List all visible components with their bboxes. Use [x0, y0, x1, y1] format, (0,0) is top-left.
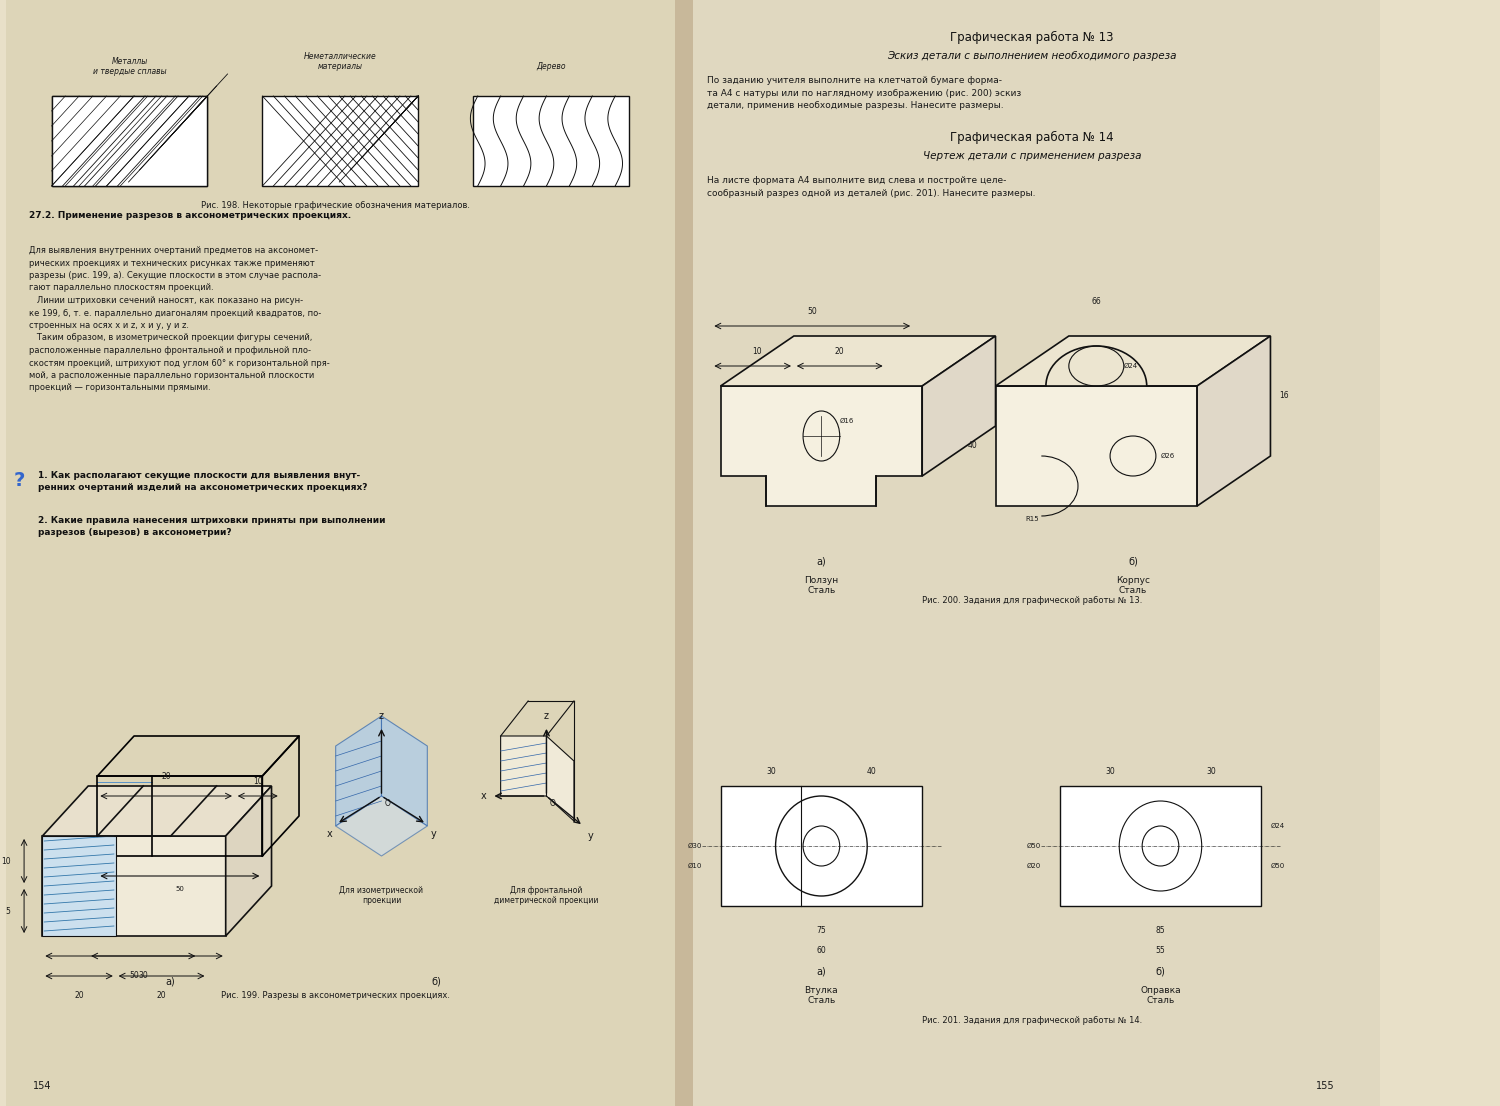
Text: Рис. 199. Разрезы в аксонометрических проекциях.: Рис. 199. Разрезы в аксонометрических пр… [220, 991, 450, 1000]
Text: 66: 66 [1092, 298, 1101, 306]
Text: Ø24: Ø24 [1124, 363, 1138, 369]
Text: Рис. 198. Некоторые графические обозначения материалов.: Рис. 198. Некоторые графические обозначе… [201, 201, 470, 210]
Text: Ø50: Ø50 [1270, 863, 1284, 869]
Text: 30: 30 [1106, 766, 1114, 776]
Text: Оправка
Сталь: Оправка Сталь [1140, 987, 1180, 1005]
Polygon shape [42, 786, 272, 836]
Text: Ø20: Ø20 [1028, 863, 1041, 869]
Text: 30: 30 [766, 766, 776, 776]
Text: O: O [384, 799, 390, 808]
Text: б): б) [432, 975, 441, 987]
Text: y: y [588, 831, 594, 841]
Text: Ø10: Ø10 [688, 863, 702, 869]
Text: 55: 55 [1155, 946, 1166, 954]
Polygon shape [225, 786, 272, 936]
Polygon shape [1197, 336, 1270, 507]
Text: O: O [549, 799, 555, 808]
Text: 27.2. Применение разрезов в аксонометрических проекциях.: 27.2. Применение разрезов в аксонометрич… [28, 211, 351, 220]
Text: 16: 16 [1280, 392, 1288, 400]
Text: Рис. 200. Задания для графической работы № 13.: Рис. 200. Задания для графической работы… [922, 596, 1143, 605]
Bar [6, 0, 684, 1106]
Text: На листе формата А4 выполните вид слева и постройте целе-
сообразный разрез одно: На листе формата А4 выполните вид слева … [706, 176, 1035, 198]
Polygon shape [42, 836, 116, 936]
Text: 50: 50 [129, 971, 140, 980]
Text: 10: 10 [254, 778, 262, 786]
Bar [675, 0, 693, 1106]
Polygon shape [42, 836, 225, 936]
Text: а): а) [166, 975, 176, 987]
Text: 50: 50 [176, 886, 184, 893]
Bar [720, 786, 922, 906]
Text: 10: 10 [0, 856, 10, 866]
Text: 20: 20 [162, 772, 171, 781]
Bar [472, 96, 628, 186]
Text: 40: 40 [867, 766, 876, 776]
Text: Неметаллические
материалы: Неметаллические материалы [304, 52, 376, 71]
Text: 155: 155 [1316, 1081, 1335, 1091]
Text: 5: 5 [6, 907, 10, 916]
Text: z: z [380, 711, 384, 721]
Text: 20: 20 [836, 347, 844, 356]
Text: Для фронтальной
диметрической проекции: Для фронтальной диметрической проекции [495, 886, 598, 906]
Text: 40: 40 [968, 441, 976, 450]
Text: R15: R15 [1026, 517, 1039, 522]
Bar [51, 96, 207, 186]
Text: Чертеж детали с применением разреза: Чертеж детали с применением разреза [922, 152, 1142, 161]
Polygon shape [996, 336, 1270, 386]
Text: 30: 30 [1206, 766, 1216, 776]
Text: 1. Как располагают секущие плоскости для выявления внут-
ренних очертаний издели: 1. Как располагают секущие плоскости для… [38, 471, 368, 492]
Polygon shape [501, 735, 574, 821]
Text: 75: 75 [816, 926, 827, 935]
Text: Металлы
и твердые сплавы: Металлы и твердые сплавы [93, 56, 166, 76]
Bar [262, 96, 419, 186]
Text: x: x [482, 791, 488, 801]
Bar [51, 96, 207, 186]
Text: x: x [327, 830, 332, 839]
Text: 154: 154 [33, 1081, 51, 1091]
Text: Дерево: Дерево [537, 62, 566, 71]
Text: Графическая работа № 14: Графическая работа № 14 [951, 131, 1114, 144]
Polygon shape [720, 386, 922, 507]
Text: Ø16: Ø16 [840, 418, 854, 424]
Text: Графическая работа № 13: Графическая работа № 13 [951, 31, 1114, 44]
Text: Ползун
Сталь: Ползун Сталь [804, 576, 838, 595]
Text: 20: 20 [75, 991, 84, 1000]
Text: Для изометрической
проекции: Для изометрической проекции [339, 886, 423, 906]
Polygon shape [336, 796, 427, 856]
Text: Ø30: Ø30 [688, 843, 702, 849]
Text: Для выявления внутренних очертаний предметов на аксономет-
рических проекциях и : Для выявления внутренних очертаний предм… [28, 246, 330, 393]
Text: Корпус
Сталь: Корпус Сталь [1116, 576, 1150, 595]
Text: Эскиз детали с выполнением необходимого разреза: Эскиз детали с выполнением необходимого … [888, 51, 1178, 61]
Bar [1059, 786, 1262, 906]
Text: Втулка
Сталь: Втулка Сталь [804, 987, 838, 1005]
Text: 2. Какие правила нанесения штриховки приняты при выполнении
разрезов (вырезов) в: 2. Какие правила нанесения штриховки при… [38, 517, 386, 536]
Text: Ø24: Ø24 [1270, 823, 1284, 830]
Text: По заданию учителя выполните на клетчатой бумаге форма-
та А4 с натуры или по на: По заданию учителя выполните на клетчато… [706, 76, 1022, 109]
Polygon shape [922, 336, 996, 476]
Text: 20: 20 [156, 991, 166, 1000]
Text: 30: 30 [138, 971, 148, 980]
Text: y: y [430, 830, 436, 839]
Polygon shape [720, 336, 996, 386]
Text: 50: 50 [807, 307, 818, 316]
Polygon shape [996, 386, 1197, 507]
Text: б): б) [1128, 556, 1138, 566]
Text: ?: ? [13, 471, 26, 490]
Polygon shape [381, 716, 427, 826]
Text: а): а) [816, 966, 827, 975]
Text: z: z [544, 711, 549, 721]
Text: б): б) [1155, 966, 1166, 975]
Text: 60: 60 [816, 946, 827, 954]
Text: Ø26: Ø26 [1161, 453, 1174, 459]
Polygon shape [336, 716, 381, 826]
Bar [684, 0, 1380, 1106]
Text: Рис. 201. Задания для графической работы № 14.: Рис. 201. Задания для графической работы… [922, 1016, 1143, 1025]
Text: а): а) [816, 556, 827, 566]
Text: 85: 85 [1155, 926, 1166, 935]
Text: 10: 10 [753, 347, 762, 356]
Text: Ø50: Ø50 [1028, 843, 1041, 849]
